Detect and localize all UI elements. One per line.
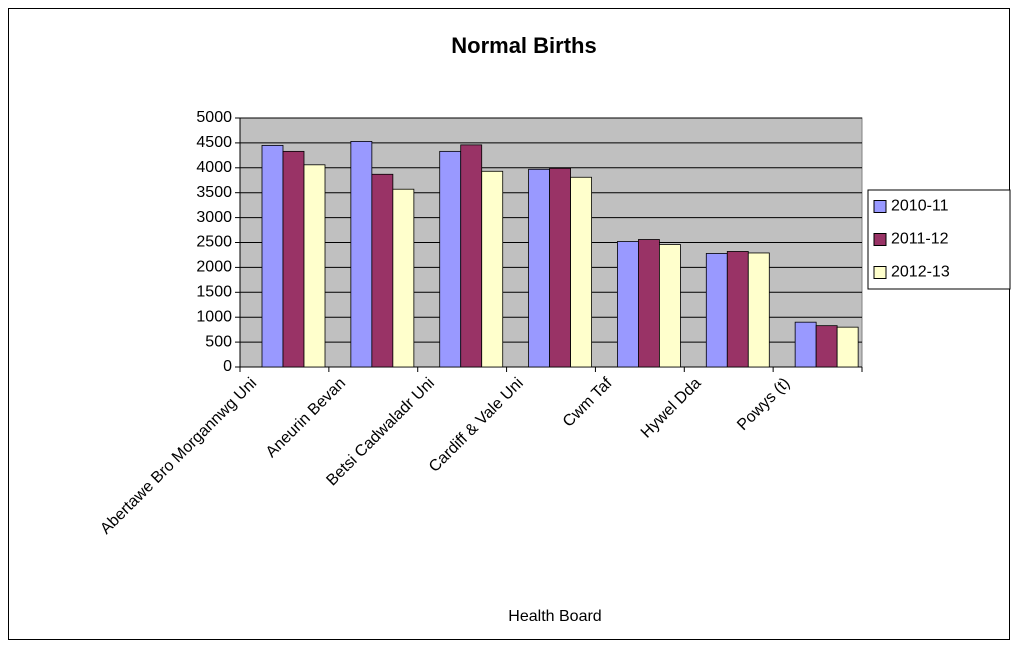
- legend-swatch: [873, 266, 887, 279]
- bar: [638, 239, 660, 368]
- y-tick-label: 0: [223, 358, 232, 375]
- x-axis-title: Health Board: [508, 608, 601, 625]
- legend-swatch: [873, 200, 887, 213]
- y-tick-label: 5000: [196, 109, 232, 126]
- bar: [528, 168, 550, 368]
- bar: [261, 144, 284, 368]
- bar: [282, 150, 305, 368]
- bar: [747, 252, 770, 368]
- y-tick-label: 3000: [196, 209, 232, 226]
- bar: [570, 176, 592, 368]
- bar: [836, 326, 859, 368]
- bar: [726, 251, 749, 368]
- legend-label: 2011-12: [891, 231, 949, 248]
- bar: [350, 141, 373, 368]
- bar: [659, 244, 681, 368]
- legend-swatch: [873, 233, 887, 246]
- legend-label: 2010-11: [891, 198, 949, 215]
- bar: [815, 325, 838, 368]
- bar: [705, 253, 728, 368]
- bar: [303, 164, 326, 368]
- legend-label: 2012-13: [891, 264, 950, 281]
- bar: [460, 144, 483, 368]
- legend-box: [867, 189, 1011, 290]
- bar: [549, 167, 571, 368]
- y-tick-label: 1500: [196, 284, 232, 301]
- bar: [371, 173, 394, 368]
- y-tick-label: 2500: [196, 234, 232, 251]
- chart-title: Normal Births: [451, 33, 596, 58]
- y-tick-label: 2000: [196, 259, 232, 276]
- bar: [439, 150, 462, 368]
- bar: [617, 241, 639, 368]
- y-tick-label: 4500: [196, 134, 232, 151]
- y-tick-label: 4000: [196, 159, 232, 176]
- y-tick-label: 500: [205, 333, 232, 350]
- y-tick-label: 3500: [196, 184, 232, 201]
- bar: [794, 321, 817, 368]
- y-tick-label: 1000: [196, 308, 232, 325]
- bar: [392, 188, 415, 368]
- bar: [481, 170, 504, 368]
